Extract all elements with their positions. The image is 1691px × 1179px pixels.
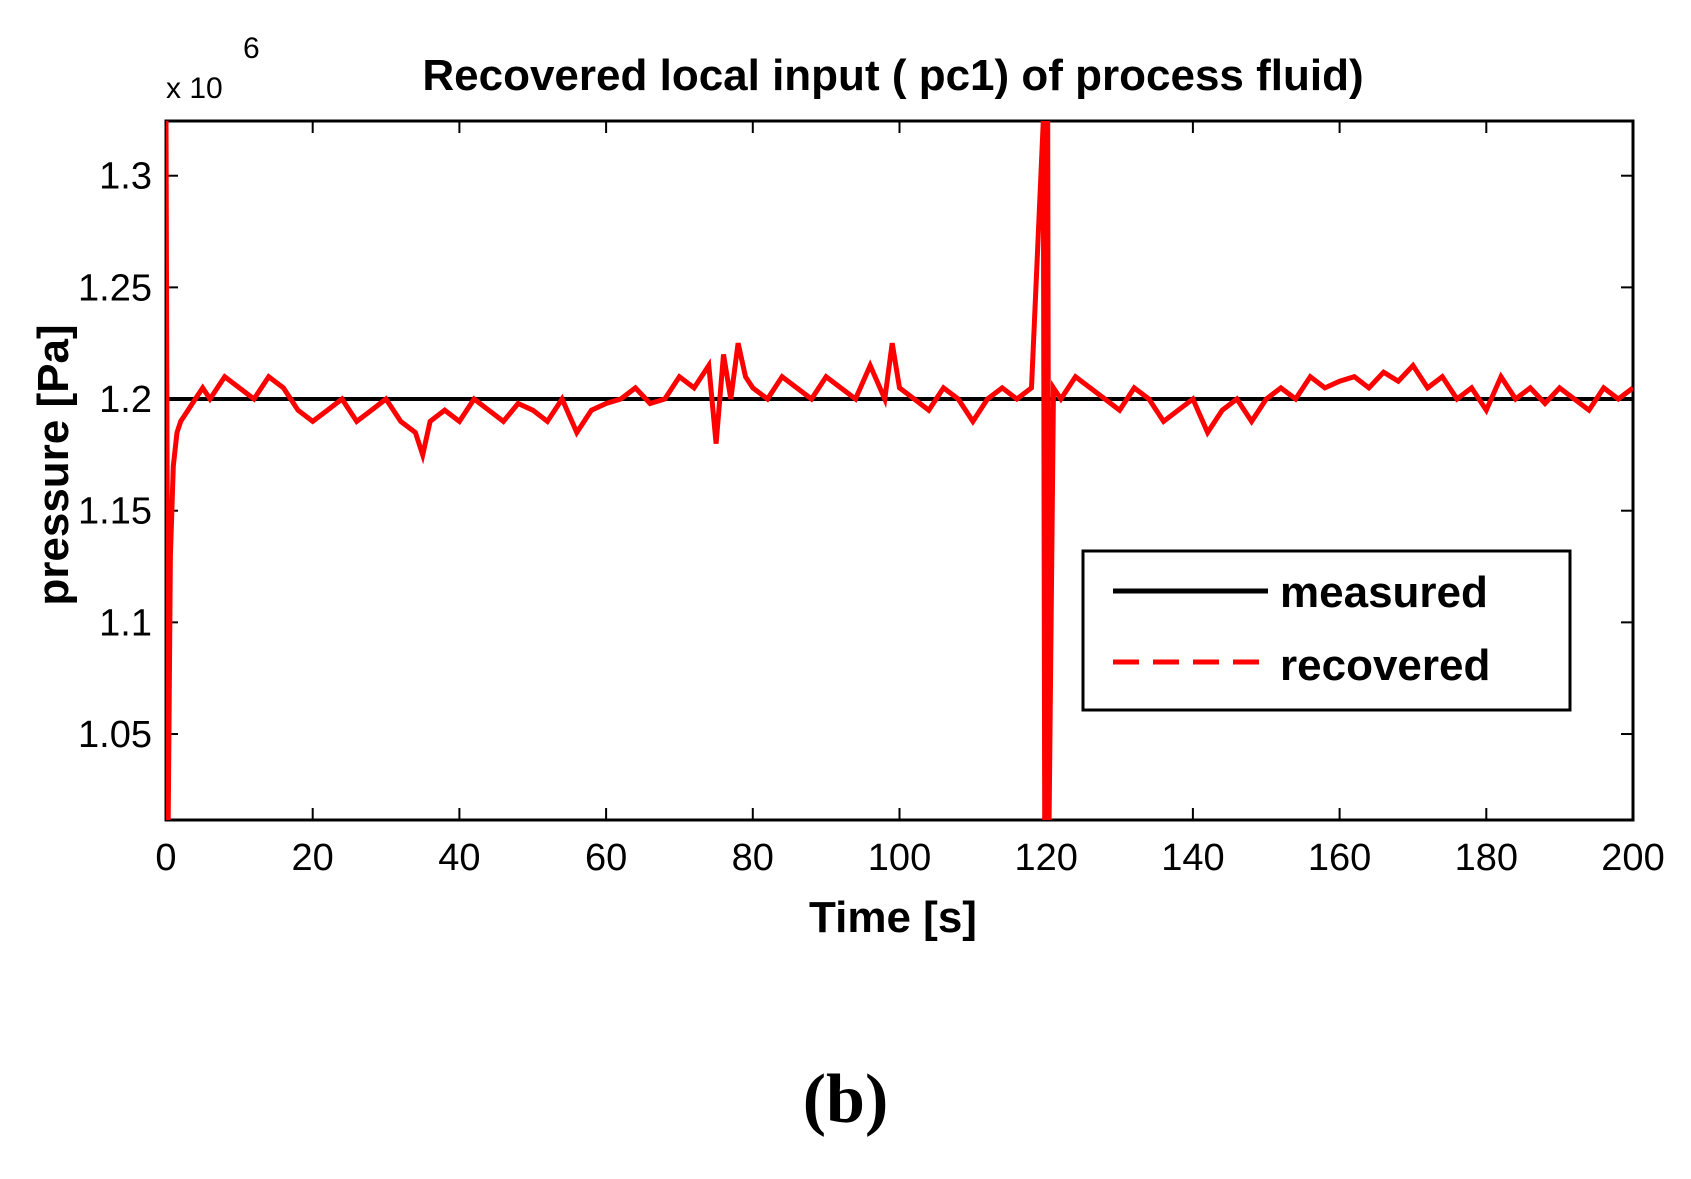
- y-multiplier-base: x 10: [166, 72, 223, 105]
- x-tick-label: 0: [155, 837, 176, 879]
- x-tick-label: 160: [1308, 837, 1371, 879]
- legend-box: [1081, 549, 1572, 712]
- y-tick-label: 1.3: [99, 156, 152, 198]
- y-tick-label: 1.15: [78, 491, 152, 533]
- x-tick-label: 40: [438, 837, 480, 879]
- plot-area: [164, 119, 1635, 822]
- x-tick-label: 140: [1161, 837, 1224, 879]
- x-tick-label: 60: [585, 837, 627, 879]
- y-axis-title: pressure [Pa]: [29, 324, 78, 605]
- y-tick-label: 1.05: [78, 714, 152, 756]
- series-line-recovered: [166, 121, 1633, 820]
- x-tick-label: 100: [868, 837, 931, 879]
- legend: measured recovered: [1081, 549, 1572, 712]
- panel-label: (b): [802, 1061, 889, 1138]
- x-axis: 0 20 40 60 80 100 120 140 160 180 200: [155, 121, 1665, 879]
- y-tick-label: 1.1: [99, 602, 152, 644]
- x-axis-title: Time [s]: [809, 893, 977, 942]
- y-tick-label: 1.25: [78, 267, 152, 309]
- x-tick-label: 20: [292, 837, 334, 879]
- x-tick-label: 80: [732, 837, 774, 879]
- y-axis: 1.05 1.1 1.15 1.2 1.25 1.3: [78, 156, 1633, 756]
- chart-title: Recovered local input ( pc1) of process …: [422, 51, 1363, 100]
- legend-label-measured: measured: [1280, 568, 1488, 617]
- y-multiplier-exponent: 6: [243, 32, 260, 65]
- x-tick-label: 200: [1601, 837, 1664, 879]
- y-tick-label: 1.2: [99, 379, 152, 421]
- x-tick-label: 120: [1014, 837, 1077, 879]
- x-tick-label: 180: [1455, 837, 1518, 879]
- legend-label-recovered: recovered: [1280, 641, 1490, 690]
